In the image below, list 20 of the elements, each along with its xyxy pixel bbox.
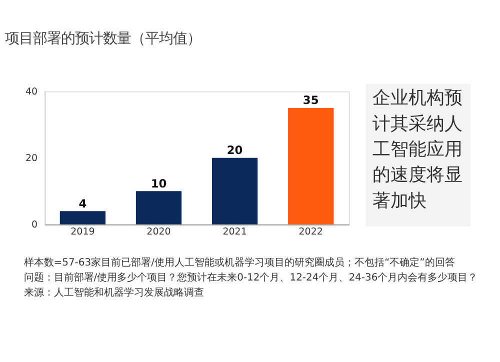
source-note: 来源：人工智能和机器学习发展战略调查 xyxy=(24,286,204,299)
text: 企业机构预计其采纳人工智能应用的速度将显著加快 xyxy=(372,88,463,212)
data-label: 20 xyxy=(226,143,243,158)
y-tick-label: 0 xyxy=(32,220,38,231)
x-tick-label: 2019 xyxy=(70,226,95,238)
data-label: 4 xyxy=(78,196,87,210)
bar xyxy=(136,191,182,224)
text: 样本数=57-63家目前已部署/使用人工智能或机器学习项目的研究圈成员；不包括“不确定”的回答 xyxy=(24,256,455,268)
bar xyxy=(288,108,334,224)
y-tick-label: 20 xyxy=(25,153,38,164)
bar xyxy=(60,211,106,224)
data-label: 35 xyxy=(302,93,319,108)
y-tick-label: 40 xyxy=(25,86,38,98)
chart-title: 项目部署的预计数量（平均值） xyxy=(4,30,201,47)
x-tick-label: 2021 xyxy=(222,226,247,238)
bar xyxy=(212,158,258,224)
x-tick-label: 2020 xyxy=(146,226,171,238)
x-tick-label: 2022 xyxy=(298,226,323,238)
data-label: 10 xyxy=(150,176,167,190)
text: 问题：目前部署/使用多少个项目？您预计在未来0-12个月、12-24个月、24-36个月内会有多少项目？ xyxy=(24,272,478,284)
